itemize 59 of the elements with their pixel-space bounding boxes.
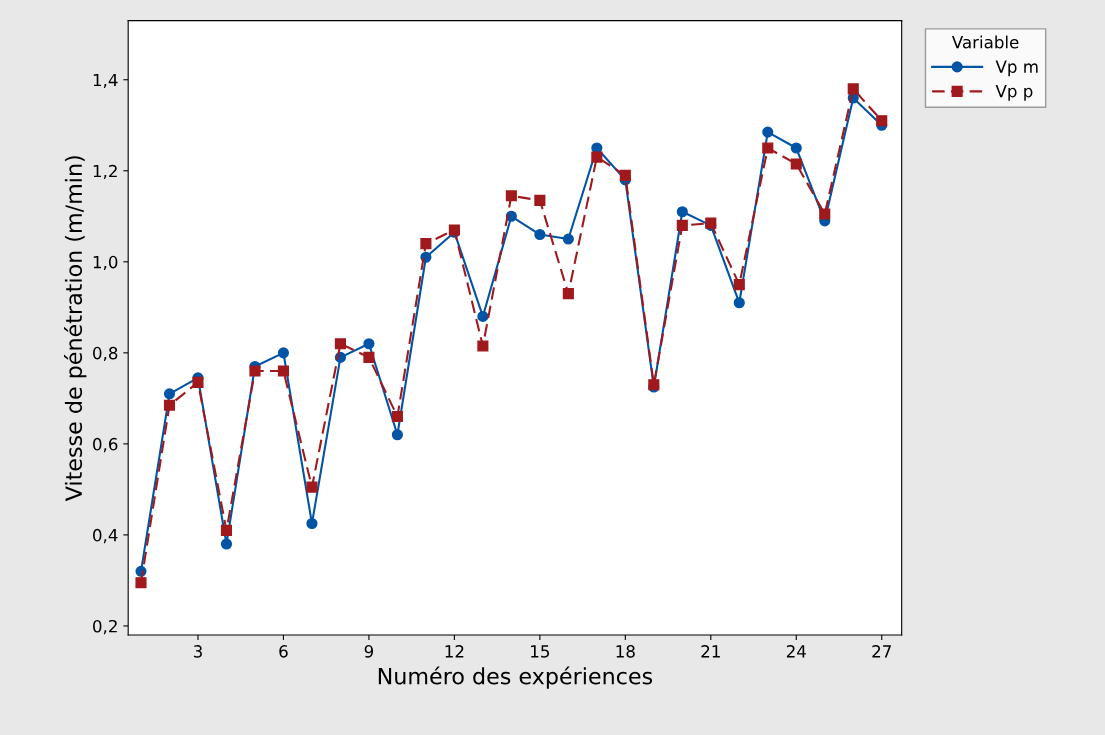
x-tick-label: 12: [445, 645, 464, 658]
x-tick-label: 27: [872, 645, 891, 658]
y-tick-label: 1,4: [93, 73, 118, 89]
legend-title: Variable: [951, 35, 1019, 49]
x-tick-label: 15: [531, 645, 550, 658]
point: [334, 338, 346, 350]
point: [676, 219, 688, 231]
point: [733, 279, 745, 291]
point: [477, 310, 489, 322]
point: [847, 83, 859, 95]
point: [876, 115, 888, 127]
point: [163, 388, 176, 400]
point: [477, 340, 489, 352]
y-tick-label: 0,8: [93, 346, 118, 362]
point: [220, 524, 233, 536]
point: [277, 365, 290, 377]
point: [619, 169, 631, 181]
y-tick-label: 0,4: [93, 528, 118, 544]
x-tick-label: 6: [279, 645, 288, 658]
point: [363, 338, 375, 350]
point: [306, 517, 318, 530]
y-tick-label: 1,0: [93, 255, 118, 271]
y-tick-label: 0,2: [93, 619, 117, 635]
point: [562, 288, 574, 300]
point: [391, 411, 403, 423]
point: [420, 238, 432, 250]
legend-label: Vp m: [995, 60, 1038, 77]
point: [363, 351, 375, 363]
point: [790, 158, 802, 170]
point: [733, 297, 745, 309]
point: [135, 577, 147, 589]
point: [762, 142, 774, 154]
point: [505, 190, 517, 202]
point: [676, 206, 688, 218]
point: [819, 208, 831, 220]
point: [192, 376, 204, 388]
point: [220, 538, 233, 550]
point: [249, 365, 261, 377]
y-tick-label: 0,6: [93, 437, 118, 453]
point: [306, 481, 318, 493]
point: [790, 142, 802, 154]
x-tick-label: 9: [364, 645, 374, 658]
x-tick-label: 18: [616, 645, 635, 658]
y-axis-title: Vitesse de pénétration (m/min): [64, 156, 87, 502]
point: [277, 347, 290, 359]
point: [534, 228, 546, 241]
x-tick-label: 3: [193, 645, 202, 658]
point: [420, 251, 432, 263]
y-tick-label: 1,2: [93, 164, 117, 180]
point: [591, 151, 603, 163]
point: [562, 233, 574, 245]
legend-label: Vp p: [995, 85, 1033, 101]
point: [762, 126, 774, 138]
x-tick-label: 24: [786, 645, 806, 658]
point: [163, 399, 176, 411]
x-axis-title: Numéro des expériences: [378, 666, 653, 689]
point: [391, 429, 403, 441]
point: [534, 194, 546, 206]
x-tick-label: 21: [701, 645, 720, 658]
